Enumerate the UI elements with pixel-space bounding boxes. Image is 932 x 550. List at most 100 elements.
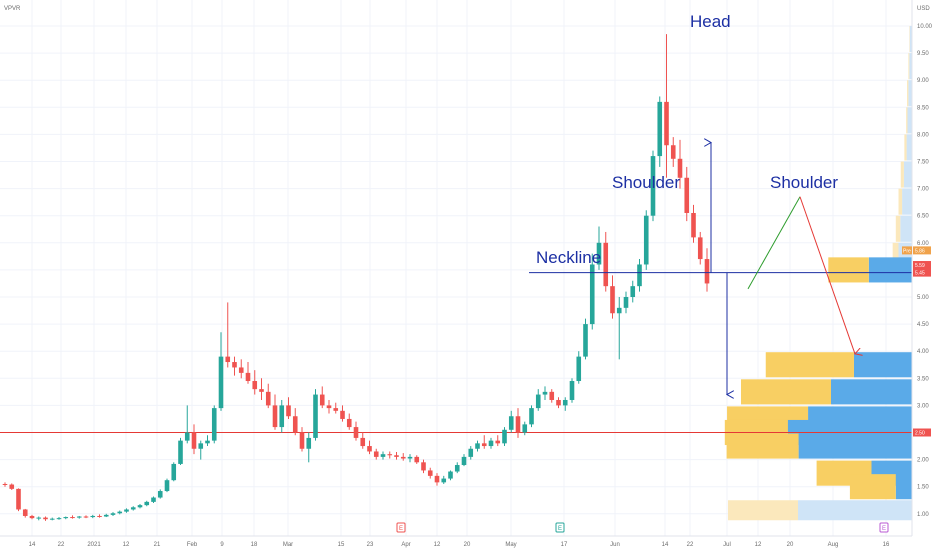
candle-body (225, 356, 231, 363)
event-marker-label: E (558, 526, 562, 532)
candle-body (360, 437, 366, 447)
candle-body (90, 515, 96, 518)
candle-body (313, 394, 318, 438)
profile-bg-bar (908, 53, 910, 80)
profile-up-bar (895, 474, 912, 500)
candle-body (623, 297, 629, 308)
profile-bg-bar (904, 134, 907, 161)
time-tick-label: 15 (338, 542, 345, 548)
price-tick-label: 4.50 (917, 322, 929, 328)
candle-body (252, 381, 258, 390)
profile-down-bar (765, 352, 854, 378)
candle-body (434, 475, 440, 483)
candle-body (70, 517, 75, 519)
candle-body (441, 478, 447, 483)
price-tag (913, 428, 931, 437)
candle-body (603, 242, 609, 287)
time-tick-label: 16 (883, 542, 890, 548)
candle-body (414, 456, 420, 463)
candle-body (535, 394, 541, 409)
candle-body (124, 509, 129, 512)
candle-body (83, 516, 89, 518)
volume-profile (724, 257, 912, 500)
candle-body (218, 356, 224, 409)
candle-body (326, 405, 332, 409)
candle-body (677, 158, 683, 178)
head-label: Head (690, 12, 731, 31)
profile-bg-bar (909, 53, 912, 80)
price-tag (913, 261, 931, 270)
time-tick-label: 17 (561, 542, 568, 548)
candle-body (279, 405, 285, 428)
candle-body (589, 264, 595, 325)
price-tick-label: 1.50 (917, 485, 929, 491)
candle-body (157, 491, 163, 498)
candle-body (292, 416, 298, 433)
event-marker-label: E (399, 526, 403, 532)
candle-body (137, 505, 143, 508)
candle-body (353, 427, 359, 438)
candle-body (637, 264, 642, 287)
currency-label: USD (917, 6, 930, 12)
pre-tag (902, 246, 912, 255)
time-tick-label: Mar (283, 542, 293, 548)
price-tick-label: 8.50 (917, 105, 929, 111)
profile-bg-bar (906, 134, 912, 161)
price-tick-label: 9.50 (917, 51, 929, 57)
candle-body (454, 465, 460, 472)
event-marker (879, 522, 889, 533)
time-tick-label: 14 (662, 542, 669, 548)
profile-bg-bar (909, 26, 912, 53)
candle-body (502, 429, 507, 444)
candle-body (481, 443, 487, 447)
candle-body (576, 356, 582, 382)
price-tag-label: 5.86 (915, 248, 925, 254)
price-tick-label: 10.00 (917, 24, 932, 30)
candle-body (556, 399, 561, 406)
candle-body (697, 237, 703, 260)
pattern-drawings (711, 143, 855, 395)
profile-down-bar (741, 379, 831, 405)
candle-body (319, 394, 325, 406)
time-axis[interactable]: 14 22 2021 12 21 Feb 9 18 Mar 15 23 Apr 12 20 May 17 Jun… (29, 542, 890, 548)
candle-body (205, 440, 210, 444)
price-tick-label: 4.00 (917, 349, 929, 355)
profile-down-bar (726, 433, 799, 459)
candle-body (421, 462, 426, 471)
candle-body (448, 471, 453, 479)
candle-body (650, 156, 656, 216)
candle-body (22, 509, 28, 516)
candle-body (191, 432, 197, 449)
candle-body (616, 307, 622, 314)
candle-body (16, 488, 21, 510)
pre-tag-label: Pre (903, 248, 911, 254)
projection-down-arrow (799, 196, 855, 354)
volume-profile-background (728, 26, 912, 521)
candle-body (549, 391, 555, 400)
time-tick-label: 12 (755, 542, 762, 548)
profile-bg-bar (903, 161, 912, 188)
candle-body (272, 405, 278, 428)
time-tick-label: Apr (401, 542, 410, 548)
candle-body (211, 408, 217, 441)
price-tick-label: 1.00 (917, 512, 929, 518)
time-tick-label: 9 (220, 542, 224, 548)
candle-body (691, 212, 696, 238)
candle-body (97, 515, 102, 517)
candle-body (461, 456, 467, 466)
right-shoulder-up-line (747, 196, 801, 290)
profile-up-bar (868, 257, 912, 283)
candle-body (76, 516, 82, 518)
candle-body (238, 367, 244, 373)
candle-body (373, 451, 379, 457)
candle-body (488, 440, 494, 447)
candle-body (130, 507, 136, 510)
candle-body (529, 408, 534, 425)
candle-body (184, 432, 190, 441)
profile-bg-bar (900, 215, 912, 242)
price-tick-label: 3.50 (917, 376, 929, 382)
time-tick-label: 21 (154, 542, 161, 548)
price-axis[interactable]: 1.001.502.002.503.003.504.004.505.005.50… (917, 24, 932, 518)
